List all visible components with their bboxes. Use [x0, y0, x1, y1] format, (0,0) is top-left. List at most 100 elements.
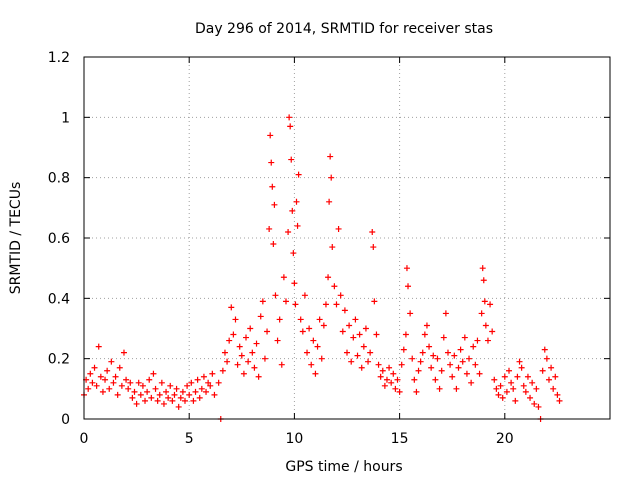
data-point — [449, 373, 456, 380]
data-point — [428, 364, 435, 371]
x-tick-label: 15 — [391, 431, 409, 447]
y-tick-label: 1.2 — [48, 50, 70, 66]
data-point — [301, 292, 308, 299]
data-point — [457, 346, 464, 353]
data-point — [89, 379, 96, 386]
data-point — [556, 397, 563, 404]
x-tick-label: 20 — [496, 431, 514, 447]
data-point — [344, 349, 350, 356]
data-point — [133, 400, 140, 407]
data-point — [200, 373, 207, 380]
chart-title: Day 296 of 2014, SRMTID for receiver sta… — [195, 21, 493, 37]
data-point — [247, 325, 254, 332]
data-point — [194, 376, 201, 383]
data-point — [129, 394, 136, 401]
data-point — [413, 388, 420, 395]
data-point — [95, 343, 102, 350]
data-point — [409, 355, 416, 362]
data-point — [285, 228, 292, 235]
data-point — [297, 316, 304, 323]
data-point — [459, 358, 466, 365]
data-point — [466, 355, 473, 362]
data-point — [423, 322, 430, 329]
data-point — [215, 379, 222, 386]
data-point — [280, 274, 287, 281]
data-point — [211, 391, 218, 398]
data-point — [438, 367, 445, 374]
data-point — [365, 358, 372, 365]
data-point — [436, 385, 443, 392]
data-point — [259, 298, 266, 305]
data-point — [390, 370, 397, 377]
data-point — [379, 367, 386, 374]
y-tick-labels: 0 0.2 0.4 0.6 0.8 1 1.2 — [48, 50, 70, 428]
data-point — [154, 397, 161, 404]
data-point — [386, 364, 393, 371]
data-point — [148, 394, 155, 401]
data-point — [306, 325, 313, 332]
data-point — [219, 367, 226, 374]
data-point — [514, 373, 521, 380]
data-point — [289, 207, 296, 214]
data-point — [228, 304, 235, 311]
data-point — [276, 316, 283, 323]
data-point — [131, 388, 138, 395]
data-point — [407, 310, 414, 317]
data-point — [249, 349, 256, 356]
data-point — [327, 153, 334, 160]
data-point — [255, 373, 262, 380]
data-point — [135, 379, 142, 386]
data-point — [282, 298, 289, 305]
data-point — [142, 397, 149, 404]
data-point — [156, 391, 163, 398]
data-point — [350, 334, 357, 341]
data-point — [314, 343, 321, 350]
data-point — [362, 325, 369, 332]
data-point — [552, 373, 559, 380]
data-point — [370, 244, 377, 251]
data-point — [484, 337, 491, 344]
data-point — [470, 343, 477, 350]
data-point — [97, 373, 104, 380]
data-point — [93, 382, 100, 389]
data-point — [288, 156, 295, 163]
data-point — [238, 352, 245, 359]
data-point — [402, 331, 409, 338]
data-point — [310, 337, 317, 344]
data-point — [207, 382, 214, 389]
data-point — [123, 376, 130, 383]
data-point — [266, 225, 273, 232]
y-tick-label: 0.8 — [48, 171, 70, 187]
data-point — [333, 301, 340, 308]
data-point — [396, 388, 403, 395]
data-point — [479, 265, 486, 272]
data-point — [468, 379, 475, 386]
data-point — [299, 328, 306, 335]
y-tick-label: 0.2 — [48, 352, 70, 368]
data-point — [137, 391, 144, 398]
data-point — [522, 388, 529, 395]
axis-ticks — [83, 56, 610, 420]
data-point — [209, 370, 216, 377]
data-point — [269, 183, 276, 190]
data-point — [371, 298, 378, 305]
data-points — [81, 114, 563, 422]
data-point — [478, 310, 485, 317]
data-point — [346, 322, 353, 329]
x-tick-labels: 0 5 10 15 20 — [80, 431, 514, 447]
data-point — [487, 301, 494, 308]
data-point — [419, 349, 426, 356]
data-point — [312, 370, 319, 377]
data-point — [85, 385, 92, 392]
data-point — [554, 391, 561, 398]
data-point — [146, 376, 153, 383]
data-point — [118, 382, 125, 389]
data-point — [167, 382, 174, 389]
data-point — [392, 385, 399, 392]
data-point — [243, 334, 250, 341]
data-point — [405, 283, 412, 290]
data-point — [529, 379, 536, 386]
data-point — [533, 385, 540, 392]
data-point — [230, 331, 237, 338]
data-point — [158, 379, 165, 386]
